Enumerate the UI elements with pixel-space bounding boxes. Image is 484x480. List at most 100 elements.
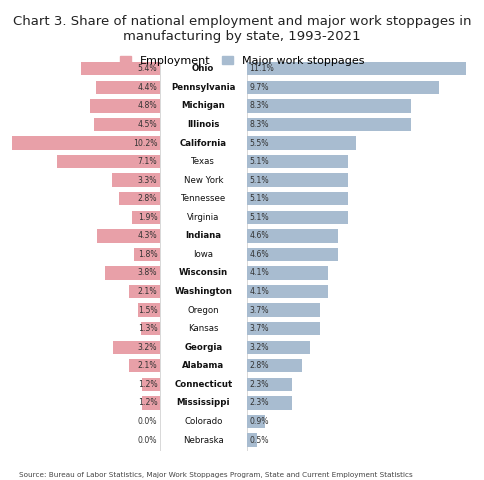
Bar: [105, 266, 160, 280]
Text: 8.3%: 8.3%: [249, 120, 269, 129]
Text: 4.1%: 4.1%: [249, 287, 269, 296]
Text: Nebraska: Nebraska: [183, 435, 224, 444]
Text: 2.8%: 2.8%: [249, 361, 269, 370]
Text: 0.9%: 0.9%: [249, 417, 269, 426]
Text: 3.7%: 3.7%: [249, 306, 269, 314]
Bar: [81, 62, 160, 75]
Text: 2.3%: 2.3%: [249, 398, 269, 408]
Text: 5.5%: 5.5%: [249, 139, 269, 147]
Text: 3.2%: 3.2%: [249, 343, 269, 352]
Text: Michigan: Michigan: [182, 101, 225, 110]
Text: 1.2%: 1.2%: [137, 380, 157, 389]
Text: 2.3%: 2.3%: [249, 380, 269, 389]
Bar: [129, 285, 160, 298]
Text: 5.4%: 5.4%: [137, 64, 157, 73]
Text: 4.8%: 4.8%: [137, 101, 157, 110]
Bar: [141, 322, 160, 336]
Bar: [134, 248, 160, 261]
Text: Pennsylvania: Pennsylvania: [171, 83, 236, 92]
Text: 1.9%: 1.9%: [137, 213, 157, 222]
Bar: [247, 359, 302, 372]
Text: Virginia: Virginia: [187, 213, 219, 222]
Bar: [132, 211, 160, 224]
Text: 10.2%: 10.2%: [133, 139, 157, 147]
Bar: [112, 173, 160, 187]
Text: 5.1%: 5.1%: [249, 176, 269, 185]
Text: Indiana: Indiana: [185, 231, 221, 240]
Bar: [94, 118, 160, 131]
Bar: [90, 99, 160, 112]
Text: 4.1%: 4.1%: [249, 268, 269, 277]
Text: 2.8%: 2.8%: [138, 194, 157, 203]
Text: Alabama: Alabama: [182, 361, 225, 370]
Bar: [247, 322, 320, 336]
Text: 5.1%: 5.1%: [249, 213, 269, 222]
Text: 11.1%: 11.1%: [249, 64, 274, 73]
Bar: [247, 303, 320, 317]
Text: 8.3%: 8.3%: [249, 101, 269, 110]
Bar: [247, 211, 348, 224]
Text: 4.3%: 4.3%: [137, 231, 157, 240]
Text: 4.6%: 4.6%: [249, 250, 269, 259]
Text: 3.8%: 3.8%: [138, 268, 157, 277]
Bar: [247, 192, 348, 205]
Text: 0.0%: 0.0%: [138, 417, 157, 426]
Bar: [119, 192, 160, 205]
Text: Chart 3. Share of national employment and major work stoppages in
manufacturing : Chart 3. Share of national employment an…: [13, 15, 471, 43]
Bar: [247, 285, 328, 298]
Text: 4.5%: 4.5%: [137, 120, 157, 129]
Text: 2.1%: 2.1%: [137, 287, 157, 296]
Text: Oregon: Oregon: [187, 306, 219, 314]
Bar: [247, 266, 328, 280]
Text: Mississippi: Mississippi: [177, 398, 230, 408]
Bar: [97, 229, 160, 242]
Text: Colorado: Colorado: [184, 417, 223, 426]
Text: 5.1%: 5.1%: [249, 157, 269, 166]
Text: 3.7%: 3.7%: [249, 324, 269, 333]
Text: 3.2%: 3.2%: [138, 343, 157, 352]
Legend: Employment, Major work stoppages: Employment, Major work stoppages: [120, 56, 364, 66]
Text: 1.2%: 1.2%: [137, 398, 157, 408]
Bar: [247, 248, 338, 261]
Text: 2.1%: 2.1%: [137, 361, 157, 370]
Bar: [247, 433, 257, 447]
Text: 1.3%: 1.3%: [137, 324, 157, 333]
Text: 0.0%: 0.0%: [138, 435, 157, 444]
Bar: [129, 359, 160, 372]
Text: Source: Bureau of Labor Statistics, Major Work Stoppages Program, State and Curr: Source: Bureau of Labor Statistics, Majo…: [19, 471, 413, 478]
Bar: [247, 99, 411, 112]
Text: 1.8%: 1.8%: [137, 250, 157, 259]
Text: Wisconsin: Wisconsin: [179, 268, 228, 277]
Bar: [57, 155, 160, 168]
Text: Ohio: Ohio: [192, 64, 214, 73]
Bar: [247, 229, 338, 242]
Bar: [96, 81, 160, 94]
Text: 4.4%: 4.4%: [137, 83, 157, 92]
Bar: [247, 173, 348, 187]
Text: Iowa: Iowa: [193, 250, 213, 259]
Text: Texas: Texas: [191, 157, 215, 166]
Bar: [142, 396, 160, 409]
Bar: [113, 340, 160, 354]
Bar: [247, 378, 292, 391]
Bar: [247, 155, 348, 168]
Bar: [12, 136, 160, 150]
Bar: [247, 81, 439, 94]
Text: 3.3%: 3.3%: [138, 176, 157, 185]
Text: Washington: Washington: [174, 287, 232, 296]
Bar: [247, 118, 411, 131]
Bar: [247, 396, 292, 409]
Text: 0.5%: 0.5%: [249, 435, 269, 444]
Bar: [247, 62, 466, 75]
Text: 7.1%: 7.1%: [137, 157, 157, 166]
Text: California: California: [180, 139, 227, 147]
Bar: [247, 415, 265, 428]
Bar: [247, 136, 356, 150]
Text: 4.6%: 4.6%: [249, 231, 269, 240]
Text: Georgia: Georgia: [184, 343, 222, 352]
Text: 1.5%: 1.5%: [137, 306, 157, 314]
Text: Illinois: Illinois: [187, 120, 219, 129]
Text: 5.1%: 5.1%: [249, 194, 269, 203]
Bar: [138, 303, 160, 317]
Text: New York: New York: [183, 176, 223, 185]
